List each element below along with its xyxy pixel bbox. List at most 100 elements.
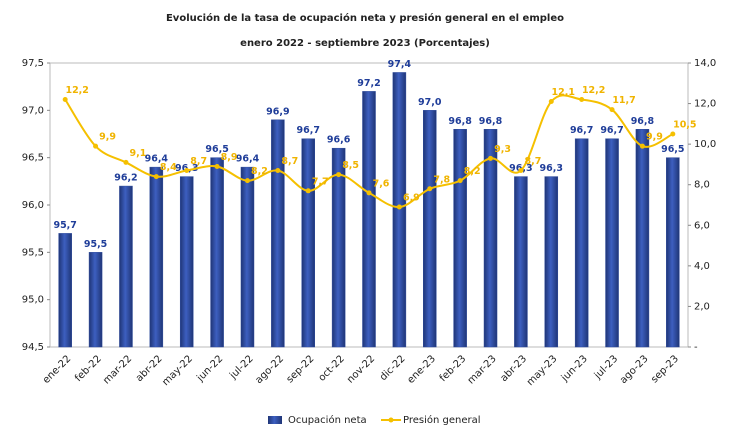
bar-label: 96,4 [145,154,169,165]
legend-label: Presión general [403,414,481,426]
bar [331,147,346,348]
x-tick: mar-22 [101,353,134,386]
line-marker [639,143,645,149]
bar [574,138,589,348]
bar [362,91,376,348]
chart-subtitle: enero 2022 - septiembre 2023 (Porcentaje… [240,38,490,49]
bar [179,176,194,348]
bar-label: 96,4 [236,154,260,165]
bar [301,138,315,348]
y-tick-label: 94,5 [22,342,44,353]
line-marker [184,168,190,174]
line-label: 11,7 [612,95,635,106]
bar-label: 97,0 [418,97,442,108]
y2-tick-label: 14,0 [694,58,716,69]
line-label: 8,7 [190,156,207,167]
x-tick: jul-23 [592,353,620,381]
y2-tick-label: 8,0 [694,180,710,191]
line-label: 9,9 [646,132,663,143]
bar-label: 96,2 [114,173,137,184]
bar [58,233,72,348]
legend-label: Ocupación neta [288,414,367,426]
line-marker [457,178,463,184]
legend-marker [388,417,394,423]
line-marker [93,143,99,149]
x-tick: ene-22 [41,353,74,386]
line-marker [62,97,68,103]
line-marker [244,178,250,184]
x-tick: feb-22 [73,353,104,384]
x-tick: sep-23 [649,353,681,385]
bar-label: 96,8 [479,116,503,127]
bar [149,166,164,348]
bar-label: 96,7 [570,125,593,136]
x-tick-label: ago-22 [253,353,286,386]
x-tick-label: ago-23 [618,353,651,386]
y2-tick-label: 12,0 [694,99,716,110]
y2-tick-label: 4,0 [694,261,710,272]
line-label: 8,4 [160,162,177,173]
legend-swatch [268,416,282,424]
line-label: 9,1 [130,148,147,159]
bar [635,129,650,348]
bar [210,157,224,348]
line-marker [214,163,220,169]
line-label: 8,5 [342,160,359,171]
x-tick: feb-23 [438,353,469,384]
bar [666,157,680,348]
line-marker [518,168,524,174]
line-marker [488,155,494,161]
x-tick: sep-22 [285,353,317,385]
y-tick-label: 97,0 [22,105,44,116]
line-marker [153,174,159,180]
line-label: 8,7 [281,156,298,167]
x-tick: mar-23 [466,353,499,386]
bar [514,176,528,348]
line-marker [396,204,402,210]
bar [88,252,103,348]
line-label: 8,2 [464,166,481,177]
line-marker [275,168,281,174]
line-marker [609,107,615,113]
bar-label: 96,5 [205,144,228,155]
x-tick-label: mar-23 [466,353,499,386]
line-label: 12,1 [552,87,575,98]
x-tick: jun-23 [559,353,590,384]
line-label: 9,3 [494,144,511,155]
bar [605,138,619,348]
y-tick-label: 95,0 [22,295,44,306]
bar-label: 97,4 [388,59,412,70]
bar-label: 96,8 [448,116,472,127]
x-tick: ago-22 [253,353,286,386]
bar-label: 96,7 [600,125,623,136]
x-tick-label: jun-22 [194,353,225,384]
line-label: 8,9 [221,152,238,163]
bar-label: 96,7 [297,125,320,136]
line-label: 7,7 [312,176,329,187]
y2-tick-label: - [694,342,698,353]
bar-label: 95,5 [84,239,107,250]
x-tick: nov-22 [345,353,377,385]
x-tick-label: feb-22 [73,353,104,384]
x-tick-label: may-23 [525,353,560,388]
x-tick-label: may-22 [160,353,195,388]
x-tick: oct-22 [317,353,347,383]
bar-label: 96,5 [661,144,684,155]
bar [544,176,559,348]
x-tick-label: jul-22 [227,353,255,381]
x-tick-label: feb-23 [438,353,469,384]
line-marker [305,188,311,194]
bar [483,129,498,348]
x-tick-label: mar-22 [101,353,134,386]
line-marker [123,159,129,165]
y-tick-label: 97,5 [22,58,44,69]
bar-label: 96,9 [266,106,289,117]
x-tick: may-23 [525,353,560,388]
line-marker [366,190,372,196]
x-tick: ene-23 [405,353,438,386]
line-label: 9,9 [99,132,116,143]
line-marker [579,97,585,103]
y2-tick-label: 10,0 [694,139,716,150]
y2-tick-label: 2,0 [694,301,710,312]
bar-label: 96,8 [631,116,655,127]
